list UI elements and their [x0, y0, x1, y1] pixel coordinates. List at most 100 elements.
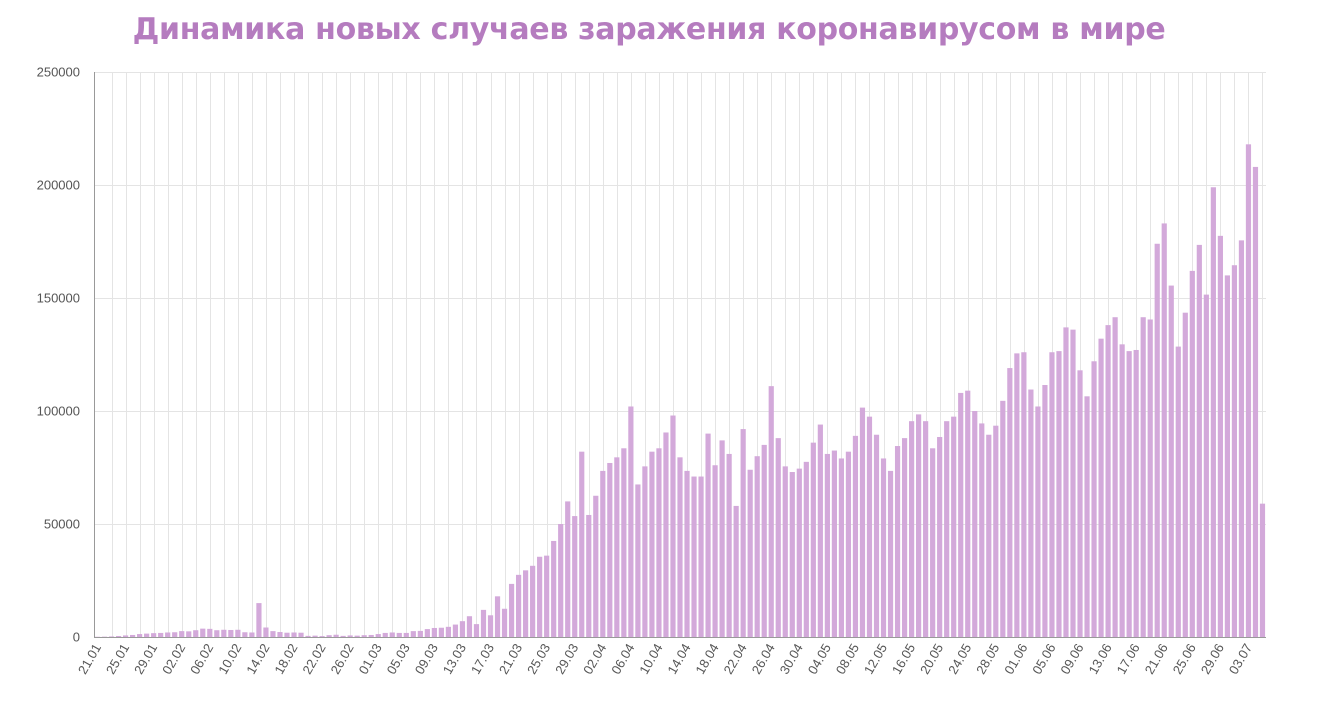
bar [1098, 338, 1104, 637]
bar [361, 635, 367, 637]
bar [747, 469, 753, 637]
bar [768, 386, 774, 637]
bar [291, 632, 297, 637]
bar [179, 631, 185, 637]
bar [579, 451, 585, 637]
bars [94, 144, 1266, 638]
y-tick-label: 100000 [37, 404, 80, 419]
y-tick-label: 0 [73, 630, 80, 645]
bar [410, 631, 416, 637]
bar [1112, 317, 1118, 637]
bar [537, 556, 543, 637]
x-tick-label: 26.04 [749, 641, 778, 677]
bar [235, 629, 241, 637]
bar [1126, 351, 1132, 637]
bar [1070, 329, 1076, 637]
bar [691, 476, 697, 637]
bar [1035, 406, 1041, 637]
y-tick-labels: 0 50000 100000 150000 200000 250000 [37, 65, 80, 645]
bar [375, 634, 381, 637]
bar [1021, 352, 1027, 637]
bar [270, 631, 276, 637]
bar [838, 458, 845, 637]
bar [733, 505, 739, 637]
bar [866, 416, 873, 637]
bar [333, 634, 339, 637]
bar [859, 407, 866, 637]
x-tick-label: 03.07 [1226, 641, 1255, 677]
bar [1245, 144, 1252, 637]
bar [1161, 223, 1167, 638]
bar [122, 635, 129, 637]
bar [1077, 370, 1083, 637]
bar [186, 631, 192, 637]
x-tick-label: 16.05 [889, 641, 918, 677]
bar [635, 484, 641, 637]
bar [600, 470, 606, 637]
bar [487, 615, 494, 637]
bar [249, 632, 255, 637]
bar [607, 462, 613, 637]
bar [824, 453, 830, 637]
x-tick-label: 18.04 [692, 641, 721, 677]
bar [705, 433, 711, 637]
bar [628, 406, 634, 637]
x-tick-label: 29.03 [552, 641, 581, 677]
bar [1259, 503, 1266, 637]
bar [642, 466, 648, 637]
bar [572, 516, 578, 637]
bar [1147, 319, 1153, 637]
bar [901, 438, 908, 637]
bar [459, 621, 466, 637]
bar [417, 630, 423, 637]
y-tick-label: 150000 [37, 291, 80, 306]
bar [501, 608, 508, 637]
y-tick-label: 200000 [37, 178, 80, 193]
bar [740, 429, 746, 637]
x-tick-label: 04.05 [805, 641, 834, 677]
bar [698, 476, 704, 637]
x-tick-label: 30.04 [777, 641, 806, 677]
bar [663, 432, 669, 637]
bar [852, 435, 859, 637]
bar [214, 630, 220, 637]
bar [340, 635, 346, 637]
bar [887, 470, 894, 637]
bar [1119, 344, 1125, 637]
y-tick-label: 50000 [44, 517, 80, 532]
x-tick-label: 17.06 [1114, 641, 1143, 677]
bar [523, 570, 529, 637]
x-tick-label: 10.04 [636, 641, 665, 677]
bar [1049, 352, 1055, 637]
bar [1196, 244, 1202, 637]
bar [115, 635, 122, 637]
bar [930, 448, 936, 637]
bar [1154, 243, 1160, 637]
x-tick-label: 13.06 [1085, 641, 1114, 677]
bar [207, 628, 213, 637]
x-tick-label: 25.01 [103, 641, 132, 677]
bar [368, 634, 374, 637]
bar [944, 421, 950, 637]
bar [761, 444, 767, 637]
bar [845, 451, 852, 637]
bar [649, 451, 655, 637]
x-tick-label: 29.01 [131, 641, 160, 677]
bar [242, 632, 248, 637]
bar [684, 470, 690, 637]
bar [319, 636, 325, 637]
bar [1203, 294, 1209, 637]
bar [796, 468, 802, 637]
x-tick-label: 05.06 [1029, 641, 1058, 677]
bar [593, 495, 599, 637]
bar [200, 628, 206, 637]
bar [789, 472, 795, 637]
bar [951, 416, 957, 637]
bar [586, 514, 592, 637]
bar [544, 555, 550, 637]
bar [1210, 187, 1216, 637]
bar [445, 626, 451, 637]
bar [958, 392, 964, 637]
bar [754, 456, 760, 637]
bar [347, 635, 353, 637]
